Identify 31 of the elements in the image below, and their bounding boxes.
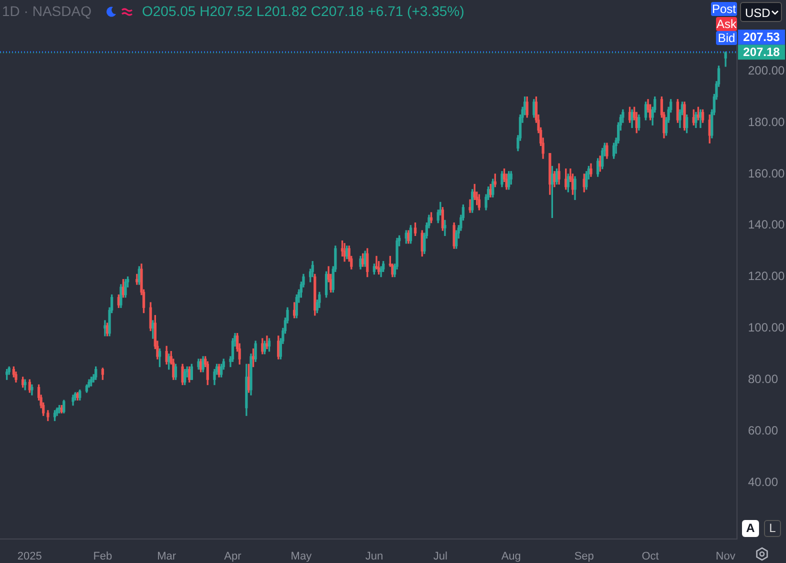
x-tick-label: Mar bbox=[157, 550, 176, 563]
ref-line-label: 207.53 bbox=[743, 30, 780, 44]
text: Post bbox=[711, 2, 737, 16]
y-tick-label: 40.00 bbox=[748, 474, 778, 489]
y-tick-label: 120.00 bbox=[748, 269, 786, 284]
x-tick-label: Nov bbox=[716, 550, 736, 563]
x-tick-label: Sep bbox=[574, 550, 594, 563]
x-tick-label: Feb bbox=[93, 550, 112, 563]
y-tick-label: 140.00 bbox=[748, 218, 786, 232]
y-tick-label: 180.00 bbox=[748, 114, 786, 129]
text: 1D · NASDAQ bbox=[2, 3, 92, 19]
y-tick-label: 80.00 bbox=[748, 372, 778, 386]
text: A bbox=[742, 520, 759, 537]
y-tick-label: 160.00 bbox=[748, 166, 786, 180]
annotation: Ask bbox=[716, 17, 737, 31]
x-tick-label: Aug bbox=[501, 550, 521, 563]
x-tick-label: Jul bbox=[433, 550, 448, 563]
text: USD bbox=[740, 2, 782, 22]
text: L bbox=[764, 520, 781, 537]
x-tick-label: May bbox=[290, 550, 312, 563]
x-tick-label: Oct bbox=[642, 550, 659, 563]
ref-line-label: 207.18 bbox=[743, 44, 780, 59]
annotation: Bid bbox=[716, 31, 737, 45]
text: O205.05 H207.52 L201.82 C207.18 +6.71 (+3.35%) bbox=[142, 3, 464, 19]
x-tick-label: Jun bbox=[365, 550, 384, 563]
x-tick-label: Apr bbox=[224, 550, 242, 563]
y-tick-label: 60.00 bbox=[748, 423, 778, 438]
x-tick-label: 2025 bbox=[17, 550, 42, 563]
y-tick-label: 200.00 bbox=[748, 63, 786, 78]
y-tick-label: 100.00 bbox=[748, 320, 786, 335]
candlestick bbox=[444, 220, 446, 236]
